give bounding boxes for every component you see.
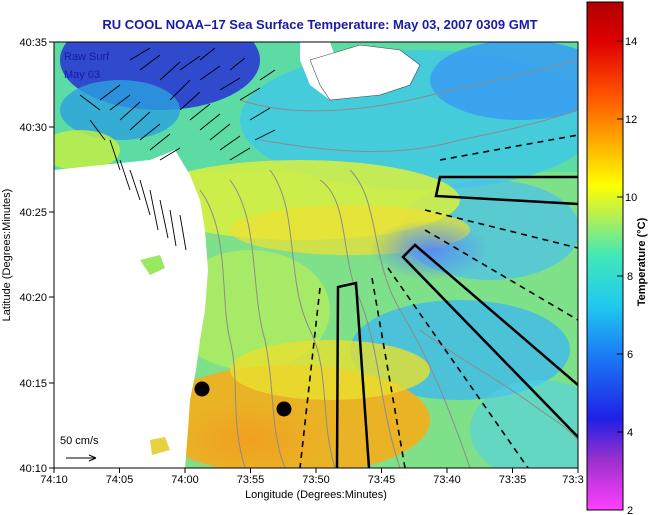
vector-scale-label: 50 cm/s (60, 435, 99, 447)
colorbar-tick-label: 10 (625, 192, 637, 204)
x-tick-label: 73:55 (237, 474, 265, 486)
sampling-corridors (335, 175, 578, 468)
x-tick-labels: 74:10 74:05 74:00 73:55 73:50 73:45 73:4… (40, 474, 583, 486)
colorbar-tick-label: 4 (627, 427, 633, 439)
y-axis-label: Latitude (Degrees:Minutes) (1, 189, 13, 322)
x-tick-label: 74:00 (171, 474, 199, 486)
x-tick-label: 74:05 (106, 474, 134, 486)
x-axis-label: Longitude (Degrees:Minutes) (245, 489, 387, 501)
y-tick-labels: 40:35 40:30 40:25 40:20 40:15 40:10 (19, 37, 47, 475)
overlay-label-line-2: May 03 (64, 69, 100, 81)
x-tick-label: 73:35 (499, 474, 527, 486)
y-tick-label: 40:10 (19, 463, 47, 475)
colorbar-tick-label: 2 (627, 505, 633, 515)
map-title: RU COOL NOAA–17 Sea Surface Temperature:… (102, 17, 538, 32)
vector-scale-arrow (66, 454, 97, 462)
x-tick-label: 73:40 (433, 474, 461, 486)
colorbar-ticks (617, 40, 623, 511)
survey-lines (299, 134, 578, 468)
current-vectors (79, 47, 276, 251)
bathymetry-contours (199, 59, 578, 468)
x-tick-label: 73:3 (562, 474, 583, 486)
y-tick-label: 40:30 (19, 122, 47, 134)
colorbar-tick-label: 6 (627, 349, 633, 361)
y-tick-label: 40:25 (19, 207, 47, 219)
y-tick-label: 40:15 (19, 378, 47, 390)
colorbar-label: Temperature (°C) (636, 217, 648, 306)
land-mass (54, 42, 421, 468)
colorbar (586, 1, 624, 511)
colorbar-tick-label: 8 (627, 271, 633, 283)
x-tick-label: 73:45 (368, 474, 396, 486)
colorbar-tick-labels: 14 12 10 8 6 4 2 (625, 36, 637, 515)
marker-dot-2 (276, 401, 292, 417)
colorbar-tick-label: 14 (625, 36, 637, 48)
overlay-label-line-1: Raw Surf (64, 51, 110, 63)
y-tick-label: 40:20 (19, 292, 47, 304)
colorbar-tick-label: 12 (625, 114, 637, 126)
marker-dot-1 (194, 381, 210, 397)
axis-ticks (49, 41, 579, 473)
y-tick-label: 40:35 (19, 37, 47, 49)
x-tick-label: 74:10 (40, 474, 68, 486)
x-tick-label: 73:50 (302, 474, 330, 486)
